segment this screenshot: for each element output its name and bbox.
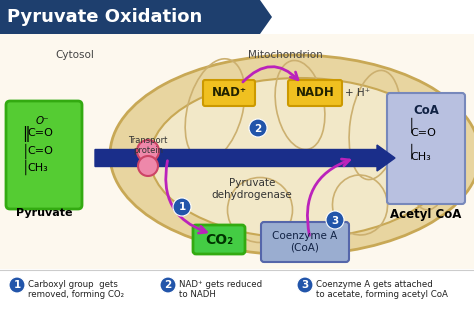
Text: Mitochondrion: Mitochondrion (247, 50, 322, 60)
FancyBboxPatch shape (203, 80, 255, 106)
Circle shape (138, 156, 158, 176)
Text: CH₃: CH₃ (410, 152, 431, 162)
Text: 3: 3 (301, 281, 309, 291)
Text: Coenzyme A
(CoA): Coenzyme A (CoA) (273, 231, 337, 253)
Text: CoA: CoA (413, 104, 439, 116)
Text: │: │ (22, 160, 29, 175)
Circle shape (297, 277, 313, 293)
Text: NAD⁺ gets reduced
to NADH: NAD⁺ gets reduced to NADH (179, 280, 262, 299)
Text: C=O: C=O (410, 128, 436, 138)
Text: Acetyl CoA: Acetyl CoA (390, 208, 462, 221)
Text: Coenzyme A gets attached
to acetate, forming acetyl CoA: Coenzyme A gets attached to acetate, for… (316, 280, 448, 299)
FancyBboxPatch shape (193, 225, 245, 254)
Circle shape (9, 277, 25, 293)
Text: 2: 2 (164, 281, 172, 291)
Text: Cytosol: Cytosol (55, 50, 94, 60)
Text: Pyruvate
dehydrogenase: Pyruvate dehydrogenase (211, 178, 292, 200)
FancyBboxPatch shape (0, 34, 474, 269)
Text: + H⁺: + H⁺ (345, 88, 370, 98)
Text: CO₂: CO₂ (205, 233, 233, 247)
Circle shape (326, 211, 344, 229)
Text: 1: 1 (178, 203, 186, 213)
Text: NADH: NADH (296, 87, 334, 99)
Ellipse shape (110, 55, 474, 255)
FancyArrow shape (95, 145, 395, 171)
Ellipse shape (150, 78, 450, 238)
Polygon shape (0, 0, 272, 34)
Text: 1: 1 (13, 281, 21, 291)
Text: │: │ (408, 118, 416, 134)
FancyBboxPatch shape (387, 93, 465, 204)
FancyBboxPatch shape (6, 101, 82, 209)
Circle shape (160, 277, 176, 293)
Text: Pyruvate: Pyruvate (16, 208, 72, 218)
Text: 2: 2 (255, 123, 262, 134)
Circle shape (173, 198, 191, 216)
Text: 3: 3 (331, 215, 338, 225)
Text: C=O: C=O (27, 128, 53, 138)
Text: O⁻: O⁻ (35, 116, 49, 126)
Text: ‖: ‖ (22, 126, 29, 142)
Text: C=O: C=O (27, 146, 53, 156)
Text: │: │ (408, 144, 416, 160)
Circle shape (249, 119, 267, 137)
Text: CH₃: CH₃ (27, 163, 48, 173)
Text: Carboxyl group  gets
removed, forming CO₂: Carboxyl group gets removed, forming CO₂ (28, 280, 124, 299)
Text: NAD⁺: NAD⁺ (211, 87, 246, 99)
Text: │: │ (22, 144, 29, 160)
FancyBboxPatch shape (261, 222, 349, 262)
Text: Transport
protein: Transport protein (128, 136, 168, 155)
Text: Pyruvate Oxidation: Pyruvate Oxidation (7, 8, 202, 26)
FancyBboxPatch shape (288, 80, 342, 106)
FancyBboxPatch shape (0, 269, 474, 329)
Circle shape (137, 140, 159, 162)
